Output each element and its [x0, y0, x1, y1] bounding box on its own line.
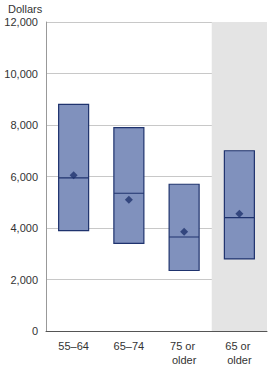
svg-text:6,000: 6,000 — [10, 171, 38, 183]
svg-text:older: older — [172, 354, 197, 366]
svg-text:12,000: 12,000 — [4, 16, 38, 28]
svg-text:older: older — [227, 354, 252, 366]
svg-text:65–74: 65–74 — [114, 340, 145, 352]
svg-text:Dollars: Dollars — [8, 3, 43, 15]
svg-text:8,000: 8,000 — [10, 119, 38, 131]
svg-text:75 or: 75 or — [170, 340, 198, 352]
svg-text:10,000: 10,000 — [4, 68, 38, 80]
svg-text:4,000: 4,000 — [10, 222, 38, 234]
svg-text:0: 0 — [32, 325, 38, 337]
svg-text:65 or: 65 or — [225, 340, 253, 352]
svg-text:2,000: 2,000 — [10, 274, 38, 286]
svg-text:55–64: 55–64 — [58, 340, 89, 352]
